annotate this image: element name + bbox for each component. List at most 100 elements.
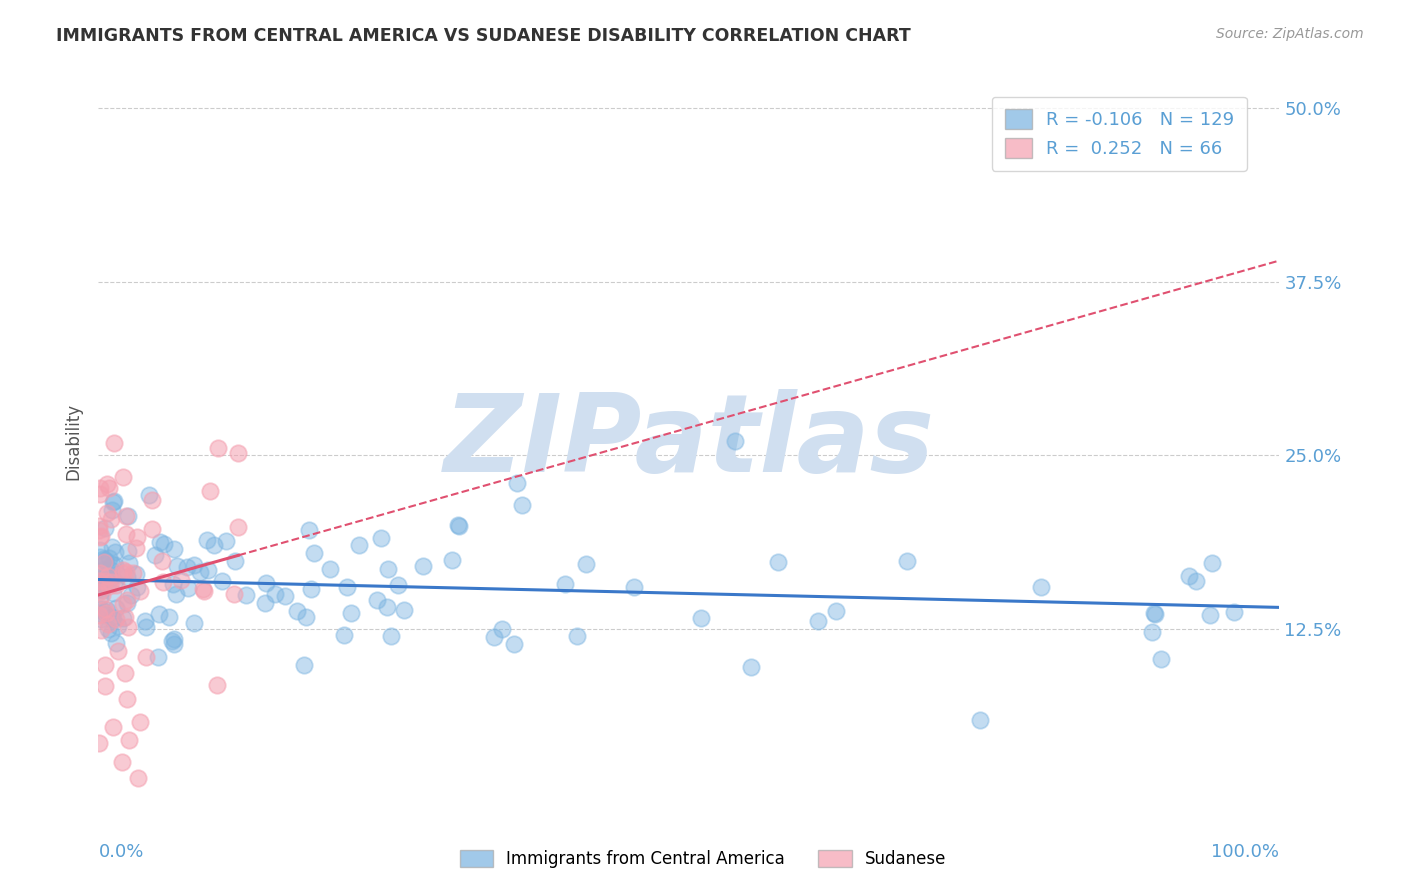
Point xyxy=(118,732,141,747)
Point xyxy=(188,565,211,579)
Point xyxy=(969,713,991,727)
Legend: R = -0.106   N = 129, R =  0.252   N = 66: R = -0.106 N = 129, R = 0.252 N = 66 xyxy=(991,96,1247,170)
Point xyxy=(103,435,125,450)
Point xyxy=(89,482,111,496)
Point xyxy=(138,488,160,502)
Point xyxy=(129,584,152,599)
Point xyxy=(195,533,218,547)
Point xyxy=(153,537,176,551)
Point xyxy=(100,574,122,589)
Point xyxy=(115,570,138,584)
Point xyxy=(89,530,111,544)
Point xyxy=(117,508,139,523)
Point xyxy=(264,587,287,601)
Point xyxy=(150,554,173,568)
Point xyxy=(163,542,186,557)
Point xyxy=(125,566,148,581)
Point xyxy=(228,520,250,534)
Point xyxy=(112,611,135,625)
Point xyxy=(124,541,146,555)
Point xyxy=(207,442,229,456)
Point xyxy=(152,575,174,590)
Text: ZIPatlas: ZIPatlas xyxy=(443,389,935,494)
Point xyxy=(105,578,128,592)
Point xyxy=(224,554,246,568)
Point xyxy=(165,587,187,601)
Point xyxy=(100,626,122,640)
Point xyxy=(162,577,184,591)
Point xyxy=(101,586,124,600)
Point xyxy=(122,566,145,580)
Point xyxy=(98,550,121,565)
Point xyxy=(254,576,277,591)
Point xyxy=(87,519,110,533)
Point xyxy=(183,616,205,631)
Point xyxy=(100,571,122,585)
Point xyxy=(340,606,363,620)
Point xyxy=(97,617,120,632)
Point xyxy=(222,587,245,601)
Point xyxy=(159,609,181,624)
Point xyxy=(107,643,129,657)
Point xyxy=(101,558,124,572)
Point xyxy=(89,543,111,558)
Point xyxy=(128,715,150,730)
Point xyxy=(191,582,214,596)
Point xyxy=(104,545,127,559)
Point xyxy=(89,736,111,750)
Text: Source: ZipAtlas.com: Source: ZipAtlas.com xyxy=(1216,27,1364,41)
Point xyxy=(127,580,149,594)
Point xyxy=(111,563,134,577)
Point xyxy=(211,574,233,588)
Point xyxy=(94,521,117,535)
Point xyxy=(336,580,359,594)
Point xyxy=(491,622,513,636)
Point xyxy=(115,566,138,580)
Y-axis label: Disability: Disability xyxy=(65,403,83,480)
Point xyxy=(90,612,112,626)
Point xyxy=(299,582,322,597)
Point xyxy=(100,512,122,526)
Point xyxy=(87,574,110,588)
Point xyxy=(90,602,112,616)
Point xyxy=(1201,557,1223,571)
Point xyxy=(118,556,141,570)
Point xyxy=(127,771,149,785)
Point xyxy=(387,578,409,592)
Point xyxy=(112,597,135,611)
Point xyxy=(114,609,136,624)
Point xyxy=(170,573,193,587)
Point xyxy=(120,588,142,602)
Point xyxy=(117,620,139,634)
Point xyxy=(115,596,138,610)
Point xyxy=(107,619,129,633)
Point xyxy=(105,566,128,581)
Point xyxy=(135,649,157,664)
Point xyxy=(104,636,127,650)
Point xyxy=(96,507,118,521)
Point xyxy=(135,619,157,633)
Point xyxy=(896,554,918,568)
Point xyxy=(177,581,200,595)
Point xyxy=(149,535,172,549)
Point xyxy=(319,562,342,576)
Point xyxy=(96,602,118,616)
Point xyxy=(94,569,117,583)
Point xyxy=(623,581,645,595)
Point xyxy=(90,588,112,602)
Text: 0.0%: 0.0% xyxy=(98,843,143,861)
Point xyxy=(89,486,111,500)
Point xyxy=(104,574,127,588)
Point xyxy=(89,575,111,590)
Point xyxy=(103,494,125,508)
Point xyxy=(141,492,163,507)
Point xyxy=(377,562,399,576)
Point xyxy=(91,607,114,622)
Point xyxy=(235,588,257,602)
Point xyxy=(101,612,124,626)
Legend: Immigrants from Central America, Sudanese: Immigrants from Central America, Sudanes… xyxy=(453,843,953,875)
Point xyxy=(127,530,149,544)
Point xyxy=(93,555,115,569)
Point xyxy=(117,692,139,706)
Point xyxy=(766,555,789,569)
